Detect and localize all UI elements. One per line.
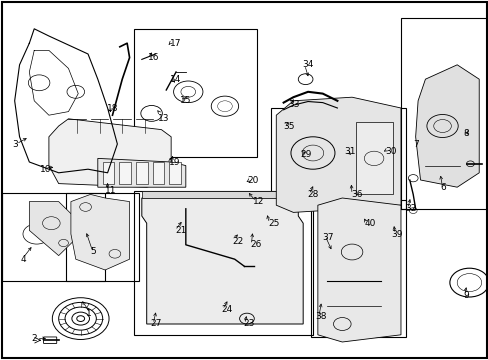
Bar [271, 108, 405, 209]
Text: 13: 13 [158, 114, 169, 123]
Polygon shape [49, 119, 171, 187]
Text: 12: 12 [253, 197, 264, 206]
Text: 5: 5 [90, 248, 96, 256]
Bar [355, 122, 392, 194]
Bar [169, 162, 181, 184]
Text: 29: 29 [300, 150, 311, 159]
Text: 10: 10 [40, 165, 52, 174]
Polygon shape [317, 198, 400, 342]
Text: 26: 26 [249, 240, 261, 249]
Text: 27: 27 [150, 320, 162, 328]
Polygon shape [142, 191, 303, 198]
Text: 6: 6 [439, 183, 445, 192]
Text: 1: 1 [85, 309, 91, 318]
Polygon shape [29, 202, 73, 256]
Text: 20: 20 [246, 176, 258, 185]
Bar [119, 162, 131, 184]
Text: 39: 39 [390, 230, 402, 239]
Bar [134, 29, 256, 157]
Text: 35: 35 [283, 122, 295, 131]
Text: 36: 36 [350, 190, 362, 199]
Text: 8: 8 [463, 129, 468, 138]
Text: 34: 34 [302, 60, 313, 69]
Text: 4: 4 [20, 255, 26, 264]
Text: 18: 18 [106, 104, 118, 113]
Text: 21: 21 [175, 226, 186, 235]
Text: 40: 40 [364, 219, 375, 228]
Text: 31: 31 [344, 147, 356, 156]
Text: 38: 38 [315, 312, 326, 321]
Text: 16: 16 [147, 53, 159, 62]
Polygon shape [415, 65, 478, 187]
Text: 15: 15 [180, 96, 191, 105]
Bar [134, 191, 312, 335]
Bar [66, 193, 139, 281]
Text: 24: 24 [221, 305, 232, 314]
Text: 33: 33 [288, 100, 300, 109]
Text: 19: 19 [168, 158, 180, 166]
Text: 2: 2 [32, 334, 38, 343]
Text: 11: 11 [105, 186, 117, 195]
Bar [2, 193, 105, 281]
Polygon shape [98, 158, 185, 187]
Text: 17: 17 [170, 39, 182, 48]
Text: 37: 37 [322, 233, 334, 242]
Text: 28: 28 [306, 190, 318, 199]
Bar [102, 162, 114, 184]
Text: 14: 14 [170, 75, 181, 84]
Polygon shape [276, 97, 400, 212]
Polygon shape [71, 194, 129, 270]
Bar [136, 162, 147, 184]
Text: 7: 7 [412, 140, 418, 149]
Text: 9: 9 [462, 291, 468, 300]
FancyBboxPatch shape [43, 337, 57, 343]
Text: 25: 25 [267, 219, 279, 228]
Bar [400, 18, 486, 209]
Text: 3: 3 [12, 140, 18, 149]
Text: 30: 30 [385, 147, 396, 156]
Text: 32: 32 [404, 204, 415, 213]
Text: 22: 22 [232, 237, 243, 246]
Bar [310, 200, 405, 337]
Bar [152, 162, 164, 184]
Polygon shape [142, 198, 303, 324]
Text: 23: 23 [243, 320, 254, 328]
